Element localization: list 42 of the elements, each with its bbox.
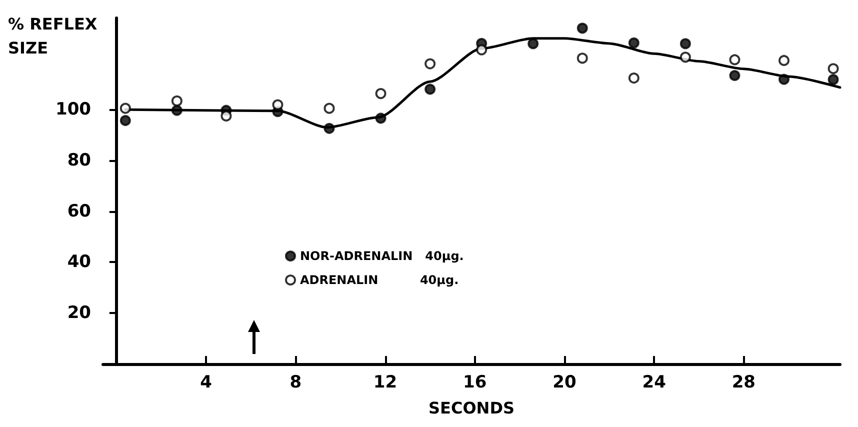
point bbox=[375, 112, 386, 124]
point bbox=[778, 74, 790, 85]
point bbox=[576, 52, 588, 64]
point bbox=[171, 104, 182, 116]
point bbox=[729, 70, 740, 81]
legend-label: NOR-ADRENALIN 40µg. bbox=[300, 249, 464, 263]
legend-label: ADRENALIN 40µg. bbox=[300, 273, 459, 287]
x-tick-label: 24 bbox=[642, 372, 666, 392]
y-tick-label: 20 bbox=[67, 303, 92, 324]
x-tick-label: 12 bbox=[373, 372, 398, 392]
point bbox=[476, 44, 488, 56]
point bbox=[828, 74, 839, 86]
point bbox=[680, 52, 691, 63]
x-axis-title: SECONDS bbox=[428, 398, 514, 418]
y-tick-label: 40 bbox=[67, 252, 92, 272]
point bbox=[628, 72, 640, 84]
point bbox=[424, 84, 436, 95]
point bbox=[628, 37, 640, 48]
point bbox=[120, 102, 131, 114]
y-axis-title: % REFLEX SIZE bbox=[8, 14, 98, 58]
point bbox=[220, 110, 232, 122]
point bbox=[324, 122, 335, 134]
point bbox=[680, 38, 691, 50]
point bbox=[576, 22, 588, 34]
point bbox=[528, 38, 539, 50]
x-tick-label: 20 bbox=[552, 372, 576, 392]
point bbox=[828, 63, 839, 74]
point bbox=[171, 95, 182, 106]
point bbox=[324, 102, 335, 114]
point bbox=[272, 99, 284, 110]
y-tick-label: 80 bbox=[67, 150, 92, 170]
point bbox=[778, 54, 790, 66]
point bbox=[375, 88, 386, 100]
x-tick-label: 8 bbox=[290, 372, 302, 392]
point bbox=[120, 115, 131, 126]
x-tick-label: 16 bbox=[463, 372, 487, 392]
point bbox=[729, 54, 740, 66]
x-tick-label: 4 bbox=[200, 372, 212, 392]
x-tick-label: 28 bbox=[732, 372, 756, 392]
y-tick-label: 100 bbox=[56, 100, 92, 120]
point bbox=[424, 58, 436, 70]
y-tick-label: 60 bbox=[67, 201, 92, 222]
